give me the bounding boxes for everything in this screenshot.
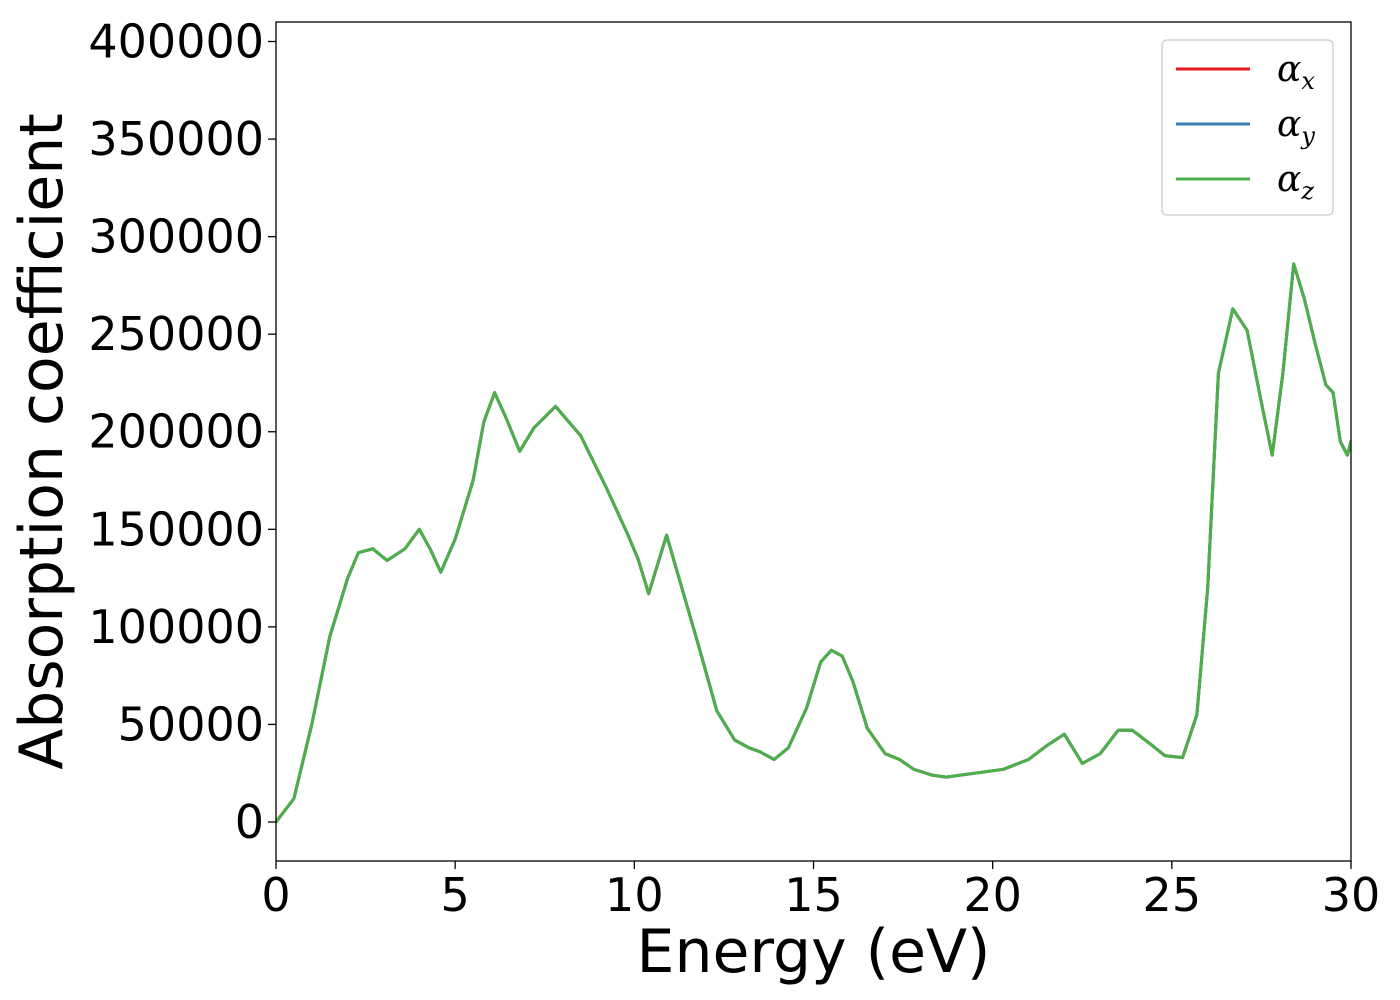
y-tick-label: 400000 — [88, 15, 264, 69]
x-tick-label: 25 — [1143, 868, 1202, 922]
axes: 0 5 10 15 20 25 30 0 50000 100000 150000 200000 2500… — [88, 15, 1380, 922]
x-tick-label: 0 — [261, 868, 290, 922]
legend-box — [1161, 39, 1334, 216]
x-tick-label: 15 — [784, 868, 843, 922]
legend-label-z: αz — [1277, 159, 1314, 205]
x-tick-label: 5 — [441, 868, 470, 922]
legend-label-x: αx — [1277, 49, 1315, 95]
y-tick-label: 100000 — [88, 600, 264, 654]
y-tick-label: 200000 — [88, 405, 264, 459]
y-tick-label: 0 — [235, 795, 264, 849]
y-tick-label: 150000 — [88, 502, 264, 556]
x-axis-title: Energy (eV) — [637, 917, 991, 987]
x-tick-label: 20 — [963, 868, 1022, 922]
y-tick-label: 300000 — [88, 210, 264, 264]
plot-area — [276, 262, 1351, 824]
x-tick-label: 10 — [605, 868, 664, 922]
y-tick-label: 350000 — [88, 112, 264, 166]
legend-label-y: αy — [1277, 104, 1315, 150]
y-tick-label: 250000 — [88, 307, 264, 361]
y-axis-title: Absorption coefficient — [7, 113, 77, 770]
y-tick-label: 50000 — [118, 697, 264, 751]
x-tick-label: 30 — [1322, 868, 1381, 922]
series-line-z — [276, 262, 1351, 824]
legend: αx αy αz — [1161, 39, 1334, 216]
